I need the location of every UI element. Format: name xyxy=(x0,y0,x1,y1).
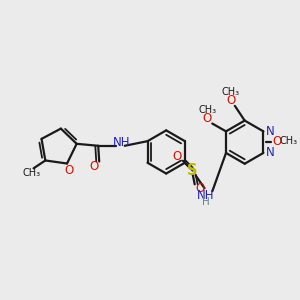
Text: N: N xyxy=(266,125,274,138)
Text: O: O xyxy=(226,94,236,107)
Text: O: O xyxy=(195,182,204,195)
Text: S: S xyxy=(188,163,198,178)
Text: NH: NH xyxy=(113,136,130,149)
Text: O: O xyxy=(90,160,99,173)
Text: O: O xyxy=(172,150,182,164)
Text: CH₃: CH₃ xyxy=(222,87,240,97)
Text: NH: NH xyxy=(197,189,214,202)
Text: N: N xyxy=(266,146,274,159)
Text: CH₃: CH₃ xyxy=(280,136,298,146)
Text: CH₃: CH₃ xyxy=(22,168,41,178)
Text: H: H xyxy=(202,197,209,207)
Text: CH₃: CH₃ xyxy=(198,105,216,115)
Text: O: O xyxy=(64,164,74,177)
Text: O: O xyxy=(203,112,212,125)
Text: O: O xyxy=(272,135,282,148)
